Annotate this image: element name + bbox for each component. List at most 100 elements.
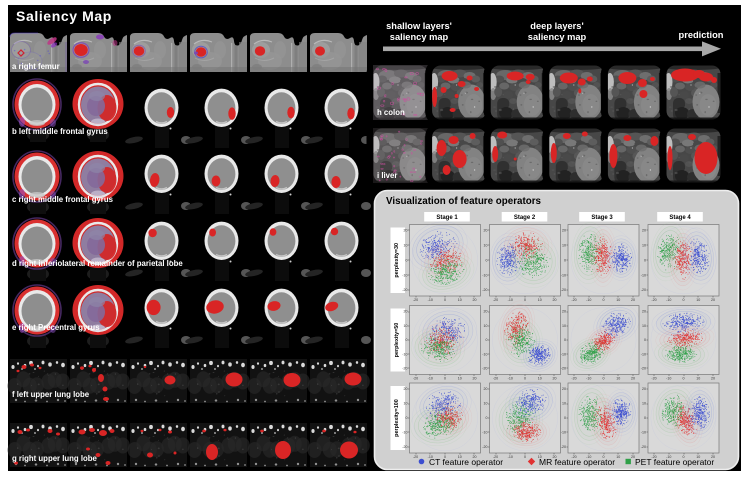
svg-text:-20: -20: [493, 455, 498, 459]
svg-text:0: 0: [524, 298, 526, 302]
svg-text:shallow layers': shallow layers': [386, 21, 452, 31]
svg-text:0: 0: [524, 455, 526, 459]
svg-text:saliency map: saliency map: [528, 32, 587, 42]
svg-text:-20: -20: [571, 455, 576, 459]
svg-text:0: 0: [683, 377, 685, 381]
svg-text:-10: -10: [428, 377, 433, 381]
svg-text:-20: -20: [482, 445, 487, 449]
svg-text:-10: -10: [402, 352, 407, 356]
svg-text:0: 0: [683, 298, 685, 302]
svg-text:c right middle frontal gyrus: c right middle frontal gyrus: [12, 195, 114, 204]
svg-text:-10: -10: [666, 455, 671, 459]
svg-text:20: 20: [484, 229, 488, 233]
svg-text:-20: -20: [402, 288, 407, 292]
svg-text:10: 10: [616, 377, 620, 381]
svg-text:Stage 1: Stage 1: [436, 215, 458, 221]
svg-text:20: 20: [404, 229, 408, 233]
svg-text:20: 20: [562, 310, 566, 314]
svg-text:10: 10: [458, 377, 462, 381]
svg-text:20: 20: [553, 455, 557, 459]
svg-text:0: 0: [603, 455, 605, 459]
svg-text:-20: -20: [641, 288, 646, 292]
svg-text:-20: -20: [651, 377, 656, 381]
svg-text:20: 20: [473, 298, 477, 302]
svg-text:-10: -10: [641, 273, 646, 277]
svg-text:20: 20: [631, 298, 635, 302]
svg-text:Saliency Map: Saliency Map: [16, 8, 112, 24]
svg-text:-20: -20: [482, 367, 487, 371]
svg-text:0: 0: [644, 338, 646, 342]
svg-text:10: 10: [404, 244, 408, 248]
svg-text:-20: -20: [641, 367, 646, 371]
svg-text:-20: -20: [402, 445, 407, 449]
svg-text:20: 20: [484, 387, 488, 391]
svg-text:-10: -10: [402, 431, 407, 435]
svg-text:10: 10: [696, 455, 700, 459]
svg-text:saliency map: saliency map: [390, 32, 449, 42]
svg-text:-10: -10: [586, 455, 591, 459]
svg-text:0: 0: [444, 377, 446, 381]
svg-text:deep layers': deep layers': [530, 21, 583, 31]
svg-text:-20: -20: [413, 377, 418, 381]
svg-text:-20: -20: [493, 298, 498, 302]
svg-text:0: 0: [564, 258, 566, 262]
svg-text:20: 20: [553, 298, 557, 302]
svg-text:-10: -10: [508, 377, 513, 381]
svg-text:Stage 4: Stage 4: [669, 215, 691, 221]
svg-text:0: 0: [603, 298, 605, 302]
svg-text:g right upper lung lobe: g right upper lung lobe: [12, 454, 98, 463]
svg-text:perplexity=50: perplexity=50: [394, 323, 400, 358]
svg-text:-20: -20: [402, 367, 407, 371]
svg-text:10: 10: [696, 298, 700, 302]
svg-text:d right inferiolateral remaind: d right inferiolateral remainder of pari…: [12, 259, 183, 268]
svg-text:0: 0: [524, 377, 526, 381]
svg-text:-10: -10: [482, 273, 487, 277]
svg-text:10: 10: [616, 298, 620, 302]
svg-text:-20: -20: [571, 377, 576, 381]
svg-text:-10: -10: [482, 352, 487, 356]
svg-text:10: 10: [642, 324, 646, 328]
svg-text:-20: -20: [561, 288, 566, 292]
svg-text:-20: -20: [413, 298, 418, 302]
svg-text:perplexity=30: perplexity=30: [394, 243, 400, 278]
svg-text:-10: -10: [428, 455, 433, 459]
svg-text:-20: -20: [413, 455, 418, 459]
svg-text:perplexity=100: perplexity=100: [394, 399, 400, 437]
svg-text:h colon: h colon: [377, 108, 405, 117]
svg-text:-10: -10: [666, 377, 671, 381]
svg-text:-10: -10: [402, 273, 407, 277]
svg-text:0: 0: [406, 258, 408, 262]
svg-text:10: 10: [562, 402, 566, 406]
svg-text:MR feature operator: MR feature operator: [539, 457, 615, 467]
svg-text:-10: -10: [641, 352, 646, 356]
svg-text:20: 20: [404, 387, 408, 391]
svg-text:b left middle frontal gyrus: b left middle frontal gyrus: [12, 127, 108, 136]
svg-text:i liver: i liver: [377, 171, 397, 180]
svg-text:e right Precentral gyrus: e right Precentral gyrus: [12, 323, 100, 332]
svg-text:10: 10: [484, 402, 488, 406]
svg-text:10: 10: [538, 377, 542, 381]
svg-text:10: 10: [616, 455, 620, 459]
svg-text:10: 10: [458, 455, 462, 459]
svg-text:-20: -20: [561, 367, 566, 371]
svg-text:20: 20: [473, 377, 477, 381]
svg-text:20: 20: [404, 310, 408, 314]
svg-text:20: 20: [473, 455, 477, 459]
svg-text:-10: -10: [561, 431, 566, 435]
svg-text:10: 10: [458, 298, 462, 302]
svg-text:0: 0: [644, 258, 646, 262]
svg-text:0: 0: [683, 455, 685, 459]
svg-text:10: 10: [538, 298, 542, 302]
svg-text:0: 0: [444, 298, 446, 302]
svg-text:-20: -20: [493, 377, 498, 381]
svg-text:CT feature operator: CT feature operator: [429, 457, 503, 467]
svg-text:-20: -20: [482, 288, 487, 292]
svg-text:0: 0: [406, 338, 408, 342]
svg-text:20: 20: [631, 455, 635, 459]
svg-text:-10: -10: [666, 298, 671, 302]
svg-text:-20: -20: [651, 455, 656, 459]
svg-text:0: 0: [564, 416, 566, 420]
svg-text:-20: -20: [571, 298, 576, 302]
svg-text:0: 0: [486, 338, 488, 342]
svg-text:10: 10: [484, 324, 488, 328]
